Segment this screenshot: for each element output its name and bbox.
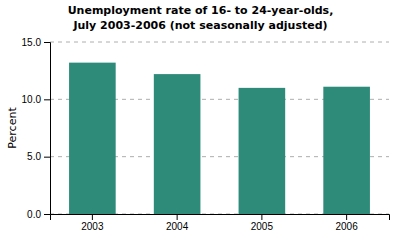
y-axis-line <box>44 43 51 215</box>
bar <box>323 87 370 214</box>
bars <box>69 63 370 214</box>
x-axis-line <box>51 215 390 221</box>
x-tick: 2005 <box>251 214 274 232</box>
x-tick-mark <box>177 214 178 220</box>
x-tick-mark <box>346 214 347 220</box>
y-tick-label: 5.0 <box>27 151 41 162</box>
x-tick: 2003 <box>81 214 104 232</box>
title-line: July 2003-2006 (not seasonally adjusted) <box>72 19 327 32</box>
x-axis: 2003 2004 2005 2006 <box>51 214 390 232</box>
x-tick-label: 2004 <box>166 221 189 232</box>
x-tick: 2006 <box>336 214 359 232</box>
x-tick-label: 2005 <box>251 221 274 232</box>
x-tick-label: 2003 <box>81 221 104 232</box>
y-tick-label: 15.0 <box>22 37 42 48</box>
y-tick-mark <box>44 42 50 43</box>
y-tick: 5.0 <box>27 151 50 162</box>
grid <box>50 42 389 214</box>
y-tick-mark <box>44 214 50 215</box>
x-tick-label: 2006 <box>336 221 359 232</box>
bar <box>239 88 286 214</box>
x-tick-mark <box>261 214 262 220</box>
bar <box>69 63 116 214</box>
x-tick: 2004 <box>166 214 189 232</box>
y-tick-mark <box>44 99 50 100</box>
y-tick-label: 10.0 <box>22 94 42 105</box>
y-tick: 15.0 <box>22 37 50 48</box>
title: Unemployment rate of 16- to 24-year-olds… <box>68 4 334 32</box>
x-tick-mark <box>92 214 93 220</box>
y-axis-title: Percent <box>6 107 19 149</box>
y-tick-label: 0.0 <box>27 209 41 220</box>
y-tick: 0.0 <box>27 209 50 220</box>
bar <box>154 74 201 214</box>
chart: 0.0 5.0 10.0 15.0 2003 2004 2005 2006 Percent Une… <box>0 0 401 238</box>
y-axis: 0.0 5.0 10.0 15.0 <box>22 37 51 220</box>
plot-area: 0.0 5.0 10.0 15.0 2003 2004 2005 2006 <box>22 37 390 232</box>
y-tick-mark <box>44 157 50 158</box>
y-tick: 10.0 <box>22 94 50 105</box>
grid-line <box>50 42 389 43</box>
title-line: Unemployment rate of 16- to 24-year-olds… <box>68 4 334 17</box>
